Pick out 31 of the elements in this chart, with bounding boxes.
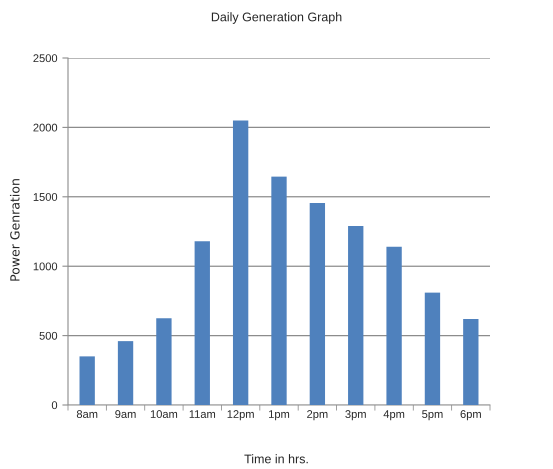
bar [80,356,95,405]
y-tick-label: 1000 [34,262,58,270]
bar [424,292,440,405]
x-tick-label: 12pm [228,410,254,420]
x-tick-label: 1pm [269,410,290,420]
y-tick-label: 500 [39,332,58,340]
x-tick-label: 4pm [384,410,404,420]
x-axis-title: Time in hrs. [244,454,308,464]
x-tick-label: 9am [115,410,136,418]
bar [156,318,172,405]
y-axis-title: Power Genration [10,179,20,281]
bar [463,318,478,405]
x-tick-label: 3pm [345,410,366,420]
bar [194,241,210,405]
x-tick-label: 5pm [422,410,443,420]
y-tick-label: 1500 [34,193,58,201]
x-tick-label: 8am [76,410,98,418]
bar [348,226,364,405]
bar [310,203,326,405]
bar [118,341,134,405]
y-tick-label: 2500 [33,54,58,62]
y-tick-label: 0 [52,401,58,410]
bar [386,246,402,405]
y-tick-label: 2000 [33,124,58,132]
bar [271,176,287,405]
x-tick-label: 10am [150,410,178,418]
chart-title: Daily Generation Graph [212,12,342,24]
x-tick-label: 2pm [307,410,328,420]
x-tick-label: 6pm [460,410,481,420]
x-tick-label: 11am [190,410,216,418]
bar [232,120,248,405]
